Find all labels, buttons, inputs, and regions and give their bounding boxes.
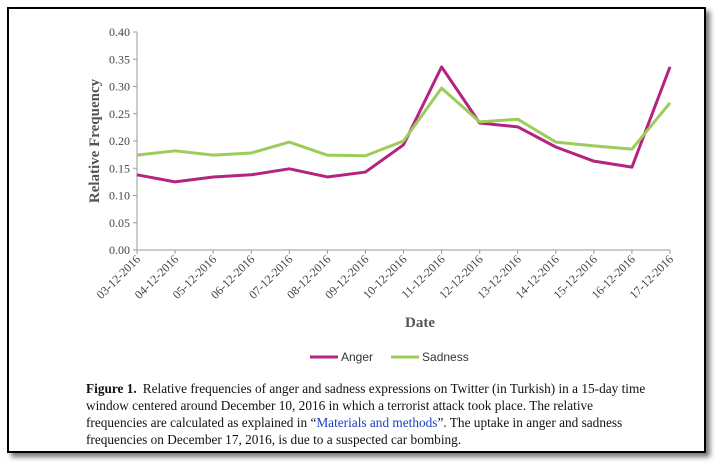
y-tick-label: 0.15 bbox=[109, 161, 130, 175]
x-axis-title: Date bbox=[405, 315, 435, 331]
line-series bbox=[136, 86, 672, 158]
caption: Figure 1. Relative frequencies of anger a… bbox=[86, 380, 656, 448]
y-tick-label: 0.35 bbox=[109, 52, 130, 66]
legend-label: Anger bbox=[341, 350, 373, 364]
y-tick-label: 0.30 bbox=[109, 80, 130, 94]
y-tick-label: 0.00 bbox=[109, 243, 130, 257]
y-tick-label: 0.20 bbox=[109, 134, 130, 148]
caption-link[interactable]: Materials and methods bbox=[316, 415, 438, 430]
y-tick-label: 0.05 bbox=[109, 216, 130, 230]
y-tick-label: 0.10 bbox=[109, 189, 130, 203]
y-axis-title: Relative Frequency bbox=[87, 78, 103, 203]
caption-text: Relative frequencies of anger and sadnes… bbox=[86, 381, 646, 430]
y-tick-label: 0.40 bbox=[109, 25, 130, 39]
y-tick-label: 0.25 bbox=[109, 107, 130, 121]
caption-label: Figure 1. bbox=[86, 381, 137, 396]
legend-label: Sadness bbox=[422, 350, 469, 364]
line-series bbox=[136, 65, 672, 184]
figure-frame bbox=[7, 7, 706, 453]
caption-text: ”. The uptake in anger and sadness frequ… bbox=[86, 415, 623, 447]
